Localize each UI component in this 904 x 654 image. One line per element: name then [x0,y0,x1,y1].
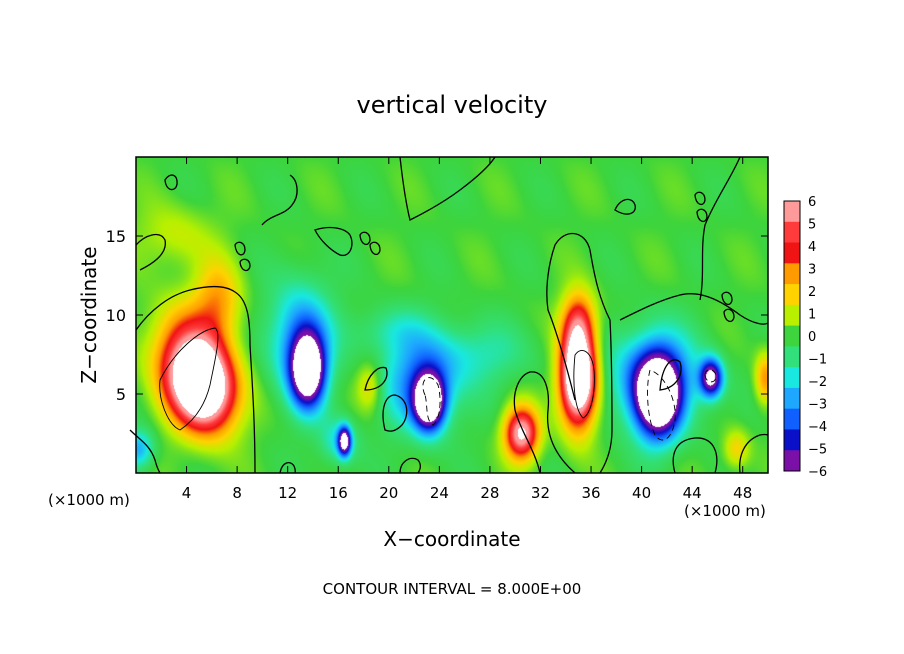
contour-line [659,359,682,391]
x-tick-label: 24 [430,484,449,502]
x-unit-left: (×1000 m) [48,491,130,509]
x-tick-label: 32 [531,484,550,502]
colorbar-swatch [784,367,800,389]
x-tick-label: 40 [632,484,651,502]
contour-line [359,231,381,256]
colorbar-tick-label: 5 [808,218,816,233]
colorbar-swatch [784,325,800,347]
contour-line [164,174,178,191]
contour-line [699,156,741,301]
x-tick-label: 36 [581,484,600,502]
contour-line [739,433,769,474]
y-axis: 5 10 15 [106,227,768,404]
contour-line [135,233,166,271]
colorbar: 6 5 4 3 2 1 0 −1 −2 −3 −4 −5 −6 [783,195,827,480]
contour-line [261,174,298,226]
colorbar-tick-label: 1 [808,308,816,323]
y-tick-label: 5 [116,385,126,404]
colorbar-tick-label: 4 [808,240,816,255]
contour-line [647,369,676,441]
contour-line [382,394,408,432]
contour-line [399,156,496,221]
contour-line [614,198,636,215]
chart-title: vertical velocity [357,91,548,119]
colorbar-tick-label: −3 [808,398,827,413]
contour-lines [129,156,769,474]
contour-line [159,327,219,431]
colorbar-swatch [784,284,800,306]
y-axis-label: Z−coordinate [77,246,101,383]
colorbar-swatch [784,263,800,285]
colorbar-swatch [784,221,800,244]
colorbar-tick-label: −5 [808,443,827,458]
colorbar-swatch [784,408,800,430]
x-unit-right: (×1000 m) [684,502,766,520]
colorbar-tick-label: −4 [808,420,827,435]
contour-line [314,226,353,257]
y-tick-label: 10 [106,306,126,325]
contour-line [135,285,256,474]
x-tick-label: 8 [232,484,242,502]
contour-line [129,429,161,474]
heatmap-canvas [136,157,768,473]
colorbar-swatch [784,201,800,223]
contour-line [704,369,717,383]
contour-line [364,366,388,391]
positive-contours [159,327,595,431]
x-tick-label: 48 [733,484,752,502]
x-axis: 4 8 12 16 20 24 28 32 36 40 44 48 [182,157,752,502]
colorbar-tick-label: 0 [808,330,816,345]
colorbar-tick-label: −2 [808,375,827,390]
colorbar-swatch [784,387,800,410]
contour-line [694,191,708,223]
colorbar-swatch [784,242,800,264]
contour-line [672,437,718,474]
y-tick-label: 15 [106,227,126,246]
colorbar-tick-label: −1 [808,353,827,368]
contour-line [619,293,769,325]
colorbar-swatch [784,450,800,472]
colorbar-swatch [784,346,800,368]
x-tick-label: 44 [683,484,702,502]
contour-line [234,241,251,272]
colorbar-tick-label: −6 [808,465,827,480]
contour-line [573,350,595,419]
colorbar-swatch [784,304,800,327]
contour-line [546,232,613,474]
contour-line [513,371,576,474]
x-tick-label: 20 [379,484,398,502]
colorbar-swatch [784,429,800,451]
x-axis-label: X−coordinate [383,527,520,551]
x-tick-label: 16 [329,484,348,502]
contour-line [399,457,421,474]
negative-contours [422,369,717,441]
colorbar-tick-label: 3 [808,263,816,278]
x-tick-label: 4 [182,484,192,502]
contour-interval-note: CONTOUR INTERVAL = 8.000E+00 [323,580,582,598]
contour-line [721,291,735,323]
colorbar-tick-label: 2 [808,285,816,300]
heatmap-region [136,157,768,473]
x-tick-label: 12 [278,484,297,502]
colorbar-frame [783,200,801,472]
colorbar-tick-label: 6 [808,195,816,210]
x-tick-label: 28 [480,484,499,502]
